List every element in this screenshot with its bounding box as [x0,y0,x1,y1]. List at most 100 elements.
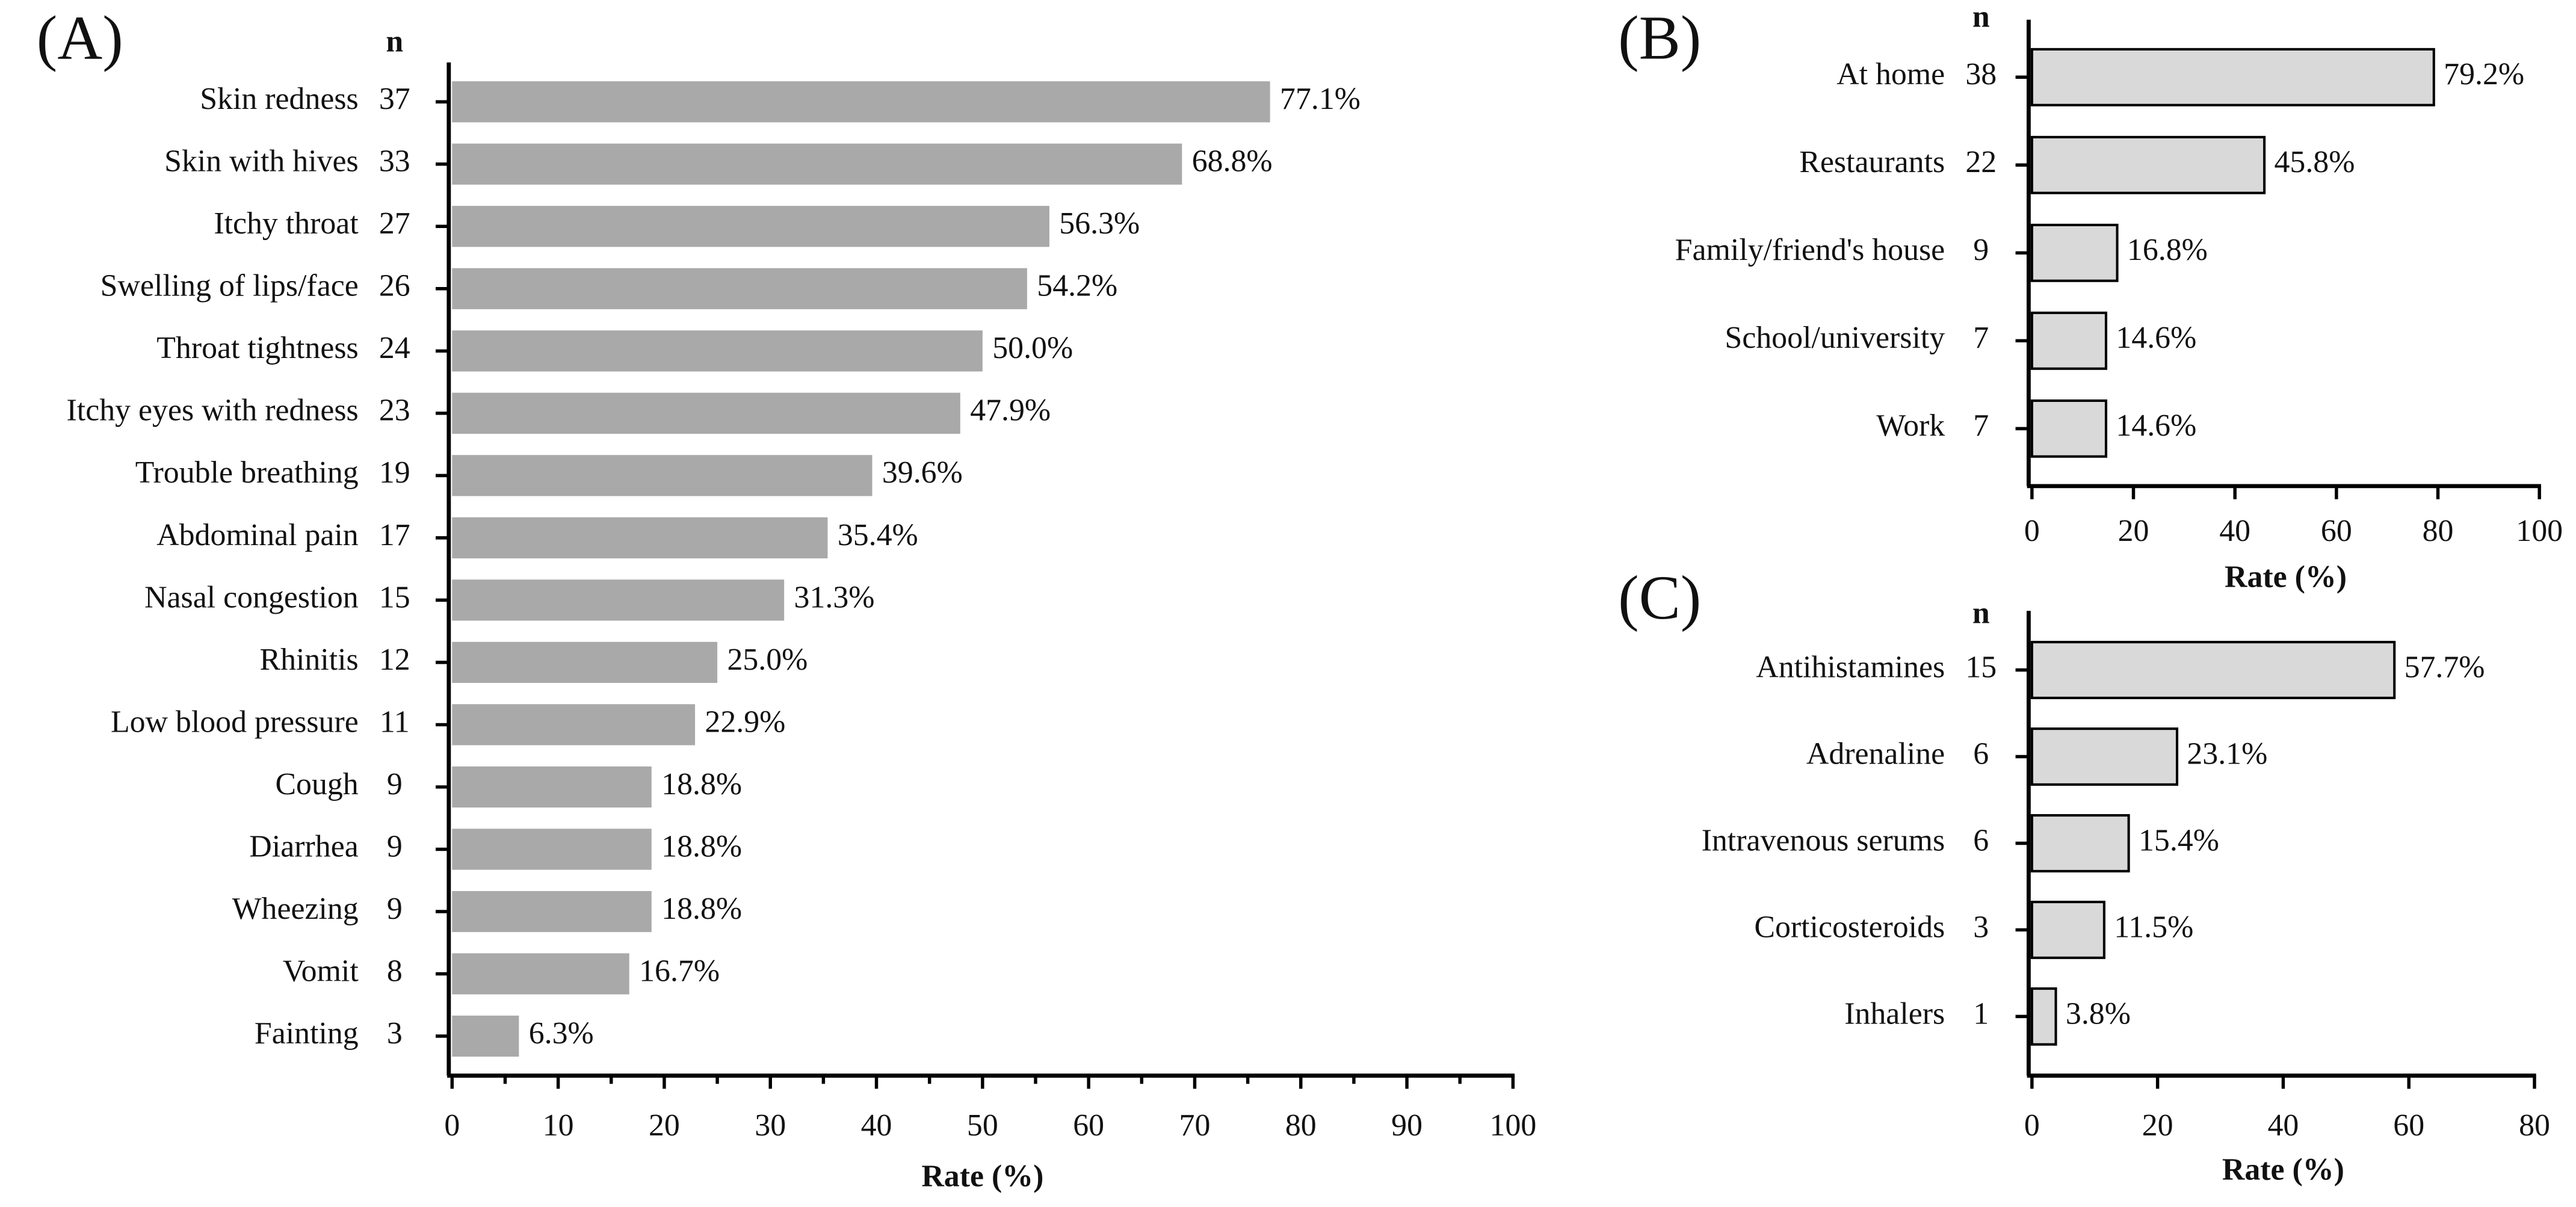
value-label: 22.9% [705,705,785,739]
count-label: 24 [379,331,410,365]
bar [2030,900,2105,959]
category-label: Adrenaline [1806,736,1945,771]
value-label: 18.8% [661,767,742,801]
value-label: 15.4% [2139,823,2219,857]
category-label: Abdominal pain [156,518,359,552]
x-tick-label: 20 [649,1108,680,1143]
count-label: 17 [379,518,410,552]
category-label: Intravenous serums [1702,823,1945,857]
x-tick-label: 100 [1490,1108,1537,1143]
count-label: 6 [1973,736,1989,771]
count-label: 15 [1965,650,1997,684]
x-tick-label: 80 [2519,1108,2550,1143]
value-label: 11.5% [2114,910,2193,944]
category-label: At home [1836,57,1945,91]
count-label: 7 [1973,321,1989,355]
x-axis-label: Rate (%) [921,1159,1043,1194]
x-tick-label: 0 [2024,1108,2040,1143]
count-label: 7 [1973,409,1989,443]
bar [2030,987,2057,1046]
count-label: 3 [387,1016,403,1051]
panel-label: (A) [37,4,123,72]
category-label: Cough [275,767,358,801]
x-tick-label: 0 [2024,514,2040,548]
bar [452,455,873,496]
x-axis-label: Rate (%) [2222,1153,2344,1187]
x-tick-label: 40 [2219,514,2250,548]
panel-label: (C) [1618,564,1701,632]
value-label: 16.8% [2127,233,2208,267]
value-label: 79.2% [2444,57,2524,91]
category-label: Itchy eyes with redness [67,394,359,428]
count-label: 11 [380,705,410,739]
bar [452,517,828,558]
count-label: 33 [379,144,410,179]
category-label: Skin with hives [164,144,359,179]
x-tick-label: 50 [967,1108,998,1143]
category-label: Wheezing [232,892,359,926]
bar [2030,48,2435,106]
count-label: 9 [387,829,403,863]
count-label: 12 [379,643,410,677]
x-tick-label: 90 [1391,1108,1422,1143]
count-label: 8 [387,954,403,988]
value-label: 50.0% [992,331,1073,365]
category-label: Fainting [255,1016,359,1051]
x-tick-label: 60 [1073,1108,1104,1143]
value-label: 25.0% [727,643,808,677]
bar [452,1015,519,1057]
count-label: 27 [379,206,410,241]
category-label: Skin redness [200,82,359,116]
value-label: 18.8% [661,829,742,863]
x-tick-label: 80 [1285,1108,1317,1143]
bar [452,766,652,808]
bar [452,81,1270,123]
category-label: Antihistamines [1756,650,1945,684]
count-label: 3 [1973,910,1989,944]
value-label: 77.1% [1280,82,1361,116]
x-tick-label: 40 [861,1108,892,1143]
value-label: 47.9% [970,394,1051,428]
category-label: Low blood pressure [111,705,359,739]
value-label: 18.8% [661,892,742,926]
bar [452,704,696,745]
x-axis-label: Rate (%) [2225,560,2347,594]
bar [452,268,1027,309]
count-header: n [1972,596,1990,630]
category-label: Diarrhea [249,829,358,863]
bar [452,206,1049,247]
bar [452,641,718,684]
category-label: Vomit [283,954,359,988]
bar [452,330,983,372]
category-label: Throat tightness [156,331,359,365]
count-label: 9 [387,892,403,926]
value-label: 14.6% [2116,321,2196,355]
category-label: Restaurants [1799,145,1945,179]
bar [2030,135,2266,194]
bar [452,392,960,434]
x-tick-label: 40 [2268,1108,2299,1143]
value-label: 16.7% [639,954,720,988]
x-tick-label: 20 [2142,1108,2173,1143]
count-label: 22 [1965,145,1997,179]
category-label: Nasal congestion [144,580,359,614]
x-tick-label: 100 [2516,514,2563,548]
x-tick-label: 70 [1179,1108,1211,1143]
x-tick-label: 20 [2118,514,2149,548]
bar [2030,311,2108,370]
value-label: 45.8% [2274,145,2355,179]
bar [2030,814,2130,872]
value-label: 57.7% [2405,650,2485,684]
x-tick-label: 60 [2321,514,2352,548]
bar [452,829,652,870]
count-header: n [1972,0,1990,34]
count-label: 38 [1965,57,1997,91]
category-label: Corticosteroids [1754,910,1945,944]
value-label: 35.4% [838,518,918,552]
count-label: 9 [387,767,403,801]
bar [452,953,629,995]
count-label: 23 [379,394,410,428]
category-label: Trouble breathing [135,455,359,490]
